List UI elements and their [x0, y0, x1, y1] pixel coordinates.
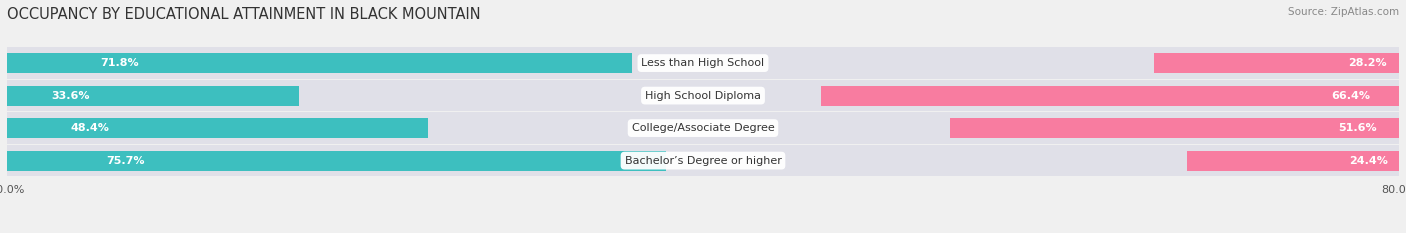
- Legend: Owner-occupied, Renter-occupied: Owner-occupied, Renter-occupied: [583, 230, 823, 233]
- Text: 24.4%: 24.4%: [1350, 156, 1388, 166]
- Text: Less than High School: Less than High School: [641, 58, 765, 68]
- Bar: [7, 86, 299, 106]
- Bar: [7, 80, 1399, 111]
- Text: Bachelor’s Degree or higher: Bachelor’s Degree or higher: [624, 156, 782, 166]
- Bar: [7, 145, 1399, 176]
- Text: 51.6%: 51.6%: [1339, 123, 1376, 133]
- Bar: [7, 53, 631, 73]
- Text: 66.4%: 66.4%: [1331, 91, 1369, 101]
- Bar: [7, 113, 1399, 144]
- Text: 71.8%: 71.8%: [101, 58, 139, 68]
- Text: College/Associate Degree: College/Associate Degree: [631, 123, 775, 133]
- Text: OCCUPANCY BY EDUCATIONAL ATTAINMENT IN BLACK MOUNTAIN: OCCUPANCY BY EDUCATIONAL ATTAINMENT IN B…: [7, 7, 481, 22]
- Bar: [7, 151, 665, 171]
- Bar: [821, 86, 1399, 106]
- Bar: [1154, 53, 1399, 73]
- Text: Source: ZipAtlas.com: Source: ZipAtlas.com: [1288, 7, 1399, 17]
- Bar: [7, 118, 427, 138]
- Text: 33.6%: 33.6%: [51, 91, 90, 101]
- Bar: [7, 48, 1399, 79]
- Bar: [950, 118, 1399, 138]
- Text: High School Diploma: High School Diploma: [645, 91, 761, 101]
- Text: 75.7%: 75.7%: [105, 156, 145, 166]
- Text: 28.2%: 28.2%: [1348, 58, 1386, 68]
- Bar: [1187, 151, 1399, 171]
- Text: 48.4%: 48.4%: [70, 123, 110, 133]
